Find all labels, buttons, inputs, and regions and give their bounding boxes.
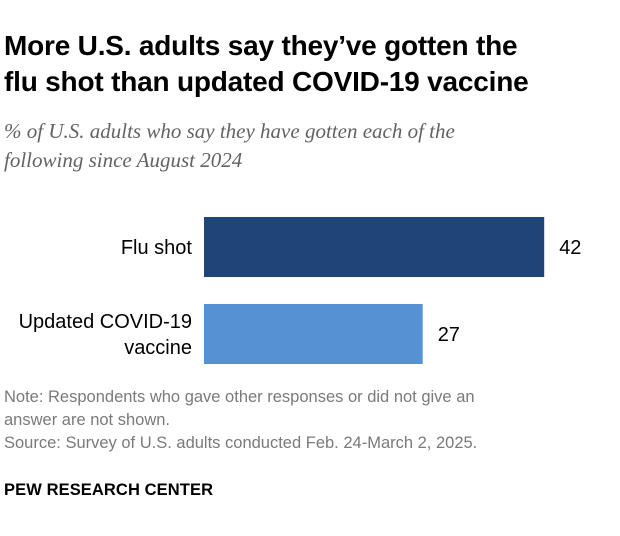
value-label-updated-covid-19-vaccine: 27 xyxy=(438,324,460,346)
chart-title: More U.S. adults say they’ve gotten the … xyxy=(4,28,609,100)
chart-notes: Note: Respondents who gave other respons… xyxy=(4,386,594,455)
title-line-1: More U.S. adults say they’ve gotten the xyxy=(4,30,518,61)
brand-logo-text: PEW RESEARCH CENTER xyxy=(4,481,214,499)
category-label-line: vaccine xyxy=(124,337,192,359)
bar-chart: 42 Flu shot 27 Updated COVID-19 vaccine xyxy=(19,217,581,364)
category-label-line: Flu shot xyxy=(121,237,193,259)
bar-updated-covid-19-vaccine xyxy=(204,304,423,364)
chart-subtitle: % of U.S. adults who say they have gotte… xyxy=(4,117,609,175)
subtitle-line-2: following since August 2024 xyxy=(4,148,243,172)
bar-flu-shot xyxy=(204,217,545,277)
note-line-2: answer are not shown. xyxy=(4,411,171,429)
title-line-2: flu shot than updated COVID-19 vaccine xyxy=(4,66,529,97)
value-label-flu-shot: 42 xyxy=(559,237,581,259)
subtitle-line-1: % of U.S. adults who say they have gotte… xyxy=(4,119,455,143)
note-line-1: Note: Respondents who gave other respons… xyxy=(4,388,475,406)
category-label-line: Updated COVID-19 xyxy=(19,311,192,333)
top-rule xyxy=(0,0,620,4)
source-note: Source: Survey of U.S. adults conducted … xyxy=(4,434,478,452)
category-label-updated-covid-19-vaccine: Updated COVID-19 vaccine xyxy=(19,311,192,359)
category-label-flu-shot: Flu shot xyxy=(121,237,193,259)
